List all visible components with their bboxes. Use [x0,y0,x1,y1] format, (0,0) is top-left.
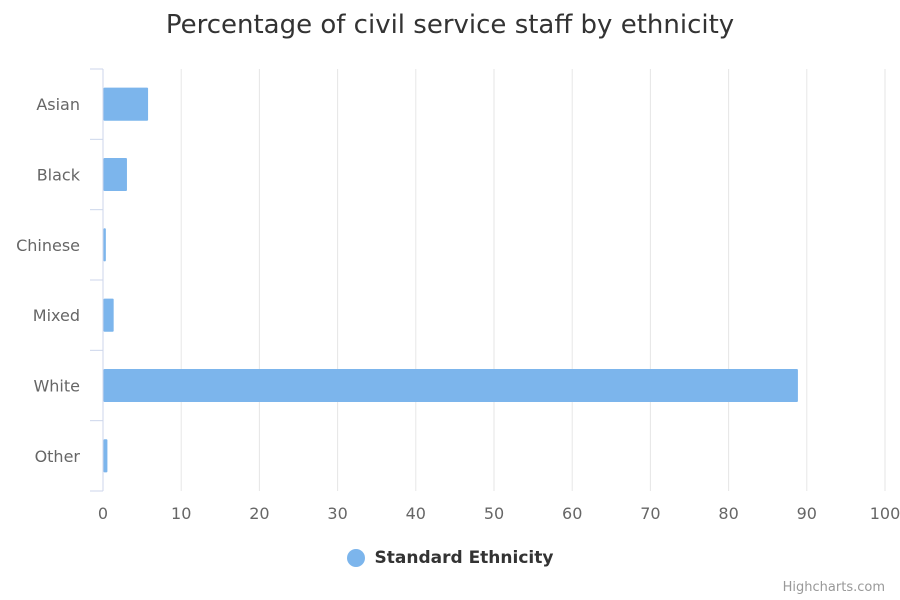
category-label: Other [35,447,81,466]
bars [103,87,798,473]
legend: Standard Ethnicity [0,548,900,572]
bar-black[interactable] [103,157,127,192]
x-tick-label: 10 [171,504,191,523]
x-tick-label: 30 [327,504,347,523]
value-axis-labels: 0 10 20 30 40 50 60 70 80 90 100 [98,504,900,523]
bar-white[interactable] [103,368,798,403]
credits-link[interactable]: Highcharts.com [782,580,885,595]
category-axis [90,68,104,492]
chart-title: Percentage of civil service staff by eth… [165,10,735,40]
x-tick-label: 0 [98,504,108,523]
category-labels: Asian Black Chinese Mixed White Other [16,95,81,466]
x-tick-label: 70 [640,504,660,523]
x-tick-label: 40 [406,504,426,523]
legend-item-standard-ethnicity[interactable]: Standard Ethnicity [346,548,554,568]
x-tick-label: 80 [718,504,738,523]
category-label: Mixed [33,306,80,325]
x-tick-label: 20 [249,504,269,523]
legend-marker-icon [346,549,365,567]
bar-chinese[interactable] [103,228,106,262]
bar-mixed[interactable] [103,298,114,332]
legend-label: Standard Ethnicity [374,548,554,568]
category-label: Asian [36,95,80,114]
x-tick-label: 60 [562,504,582,523]
x-tick-label: 50 [484,504,504,523]
bar-asian[interactable] [103,87,149,121]
bar-other[interactable] [103,439,108,473]
category-label: Black [37,166,81,185]
category-label: White [33,377,80,396]
category-label: Chinese [16,236,80,255]
x-tick-label: 100 [870,504,900,523]
x-tick-label: 90 [797,504,817,523]
gridlines [180,69,886,491]
